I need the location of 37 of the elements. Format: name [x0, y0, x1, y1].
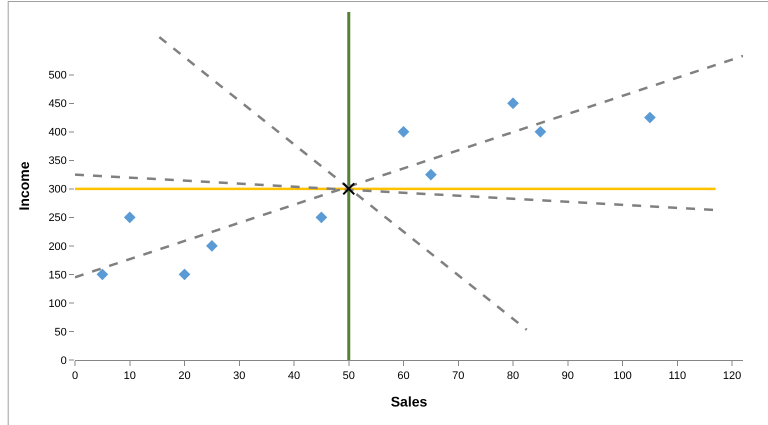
- x-tick-label: 30: [233, 370, 246, 382]
- y-tick-label: 0: [60, 354, 67, 367]
- y-tick-label: 250: [48, 212, 67, 224]
- x-tick-label: 0: [72, 370, 78, 382]
- point: [178, 268, 190, 280]
- point: [124, 212, 136, 224]
- x-axis-title: Sales: [390, 394, 428, 410]
- x-tick-label: 20: [178, 370, 191, 382]
- y-tick-label: 50: [54, 326, 67, 338]
- x-tick-label: 70: [452, 370, 464, 382]
- x-tick-label: 40: [288, 370, 300, 382]
- y-tick-label: 400: [48, 126, 67, 139]
- point: [206, 240, 218, 252]
- x-tick-label: 110: [668, 370, 686, 382]
- y-tick-label: 350: [48, 155, 67, 168]
- y-tick-label: 200: [48, 240, 67, 253]
- point: [507, 97, 519, 110]
- y-tick-label: 150: [48, 269, 67, 282]
- y-tick-label: 450: [48, 98, 67, 110]
- x-tick-label: 100: [613, 370, 632, 382]
- y-axis-title: Income: [16, 161, 32, 211]
- x-tick-label: 50: [342, 370, 355, 382]
- point: [644, 112, 656, 124]
- x-tick-label: 80: [506, 370, 520, 382]
- x-tick-label: 60: [397, 370, 410, 382]
- point: [342, 182, 356, 196]
- x-tick-label: 90: [562, 370, 574, 382]
- point: [425, 168, 437, 180]
- point: [316, 212, 328, 224]
- y-tick-label: 500: [48, 70, 67, 82]
- point: [96, 268, 108, 280]
- point: [398, 126, 410, 138]
- y-tick-label: 100: [48, 298, 67, 310]
- y-tick-label: 300: [48, 184, 67, 196]
- x-tick-label: 120: [722, 370, 742, 382]
- x-tick-label: 10: [124, 370, 136, 382]
- point: [534, 126, 546, 138]
